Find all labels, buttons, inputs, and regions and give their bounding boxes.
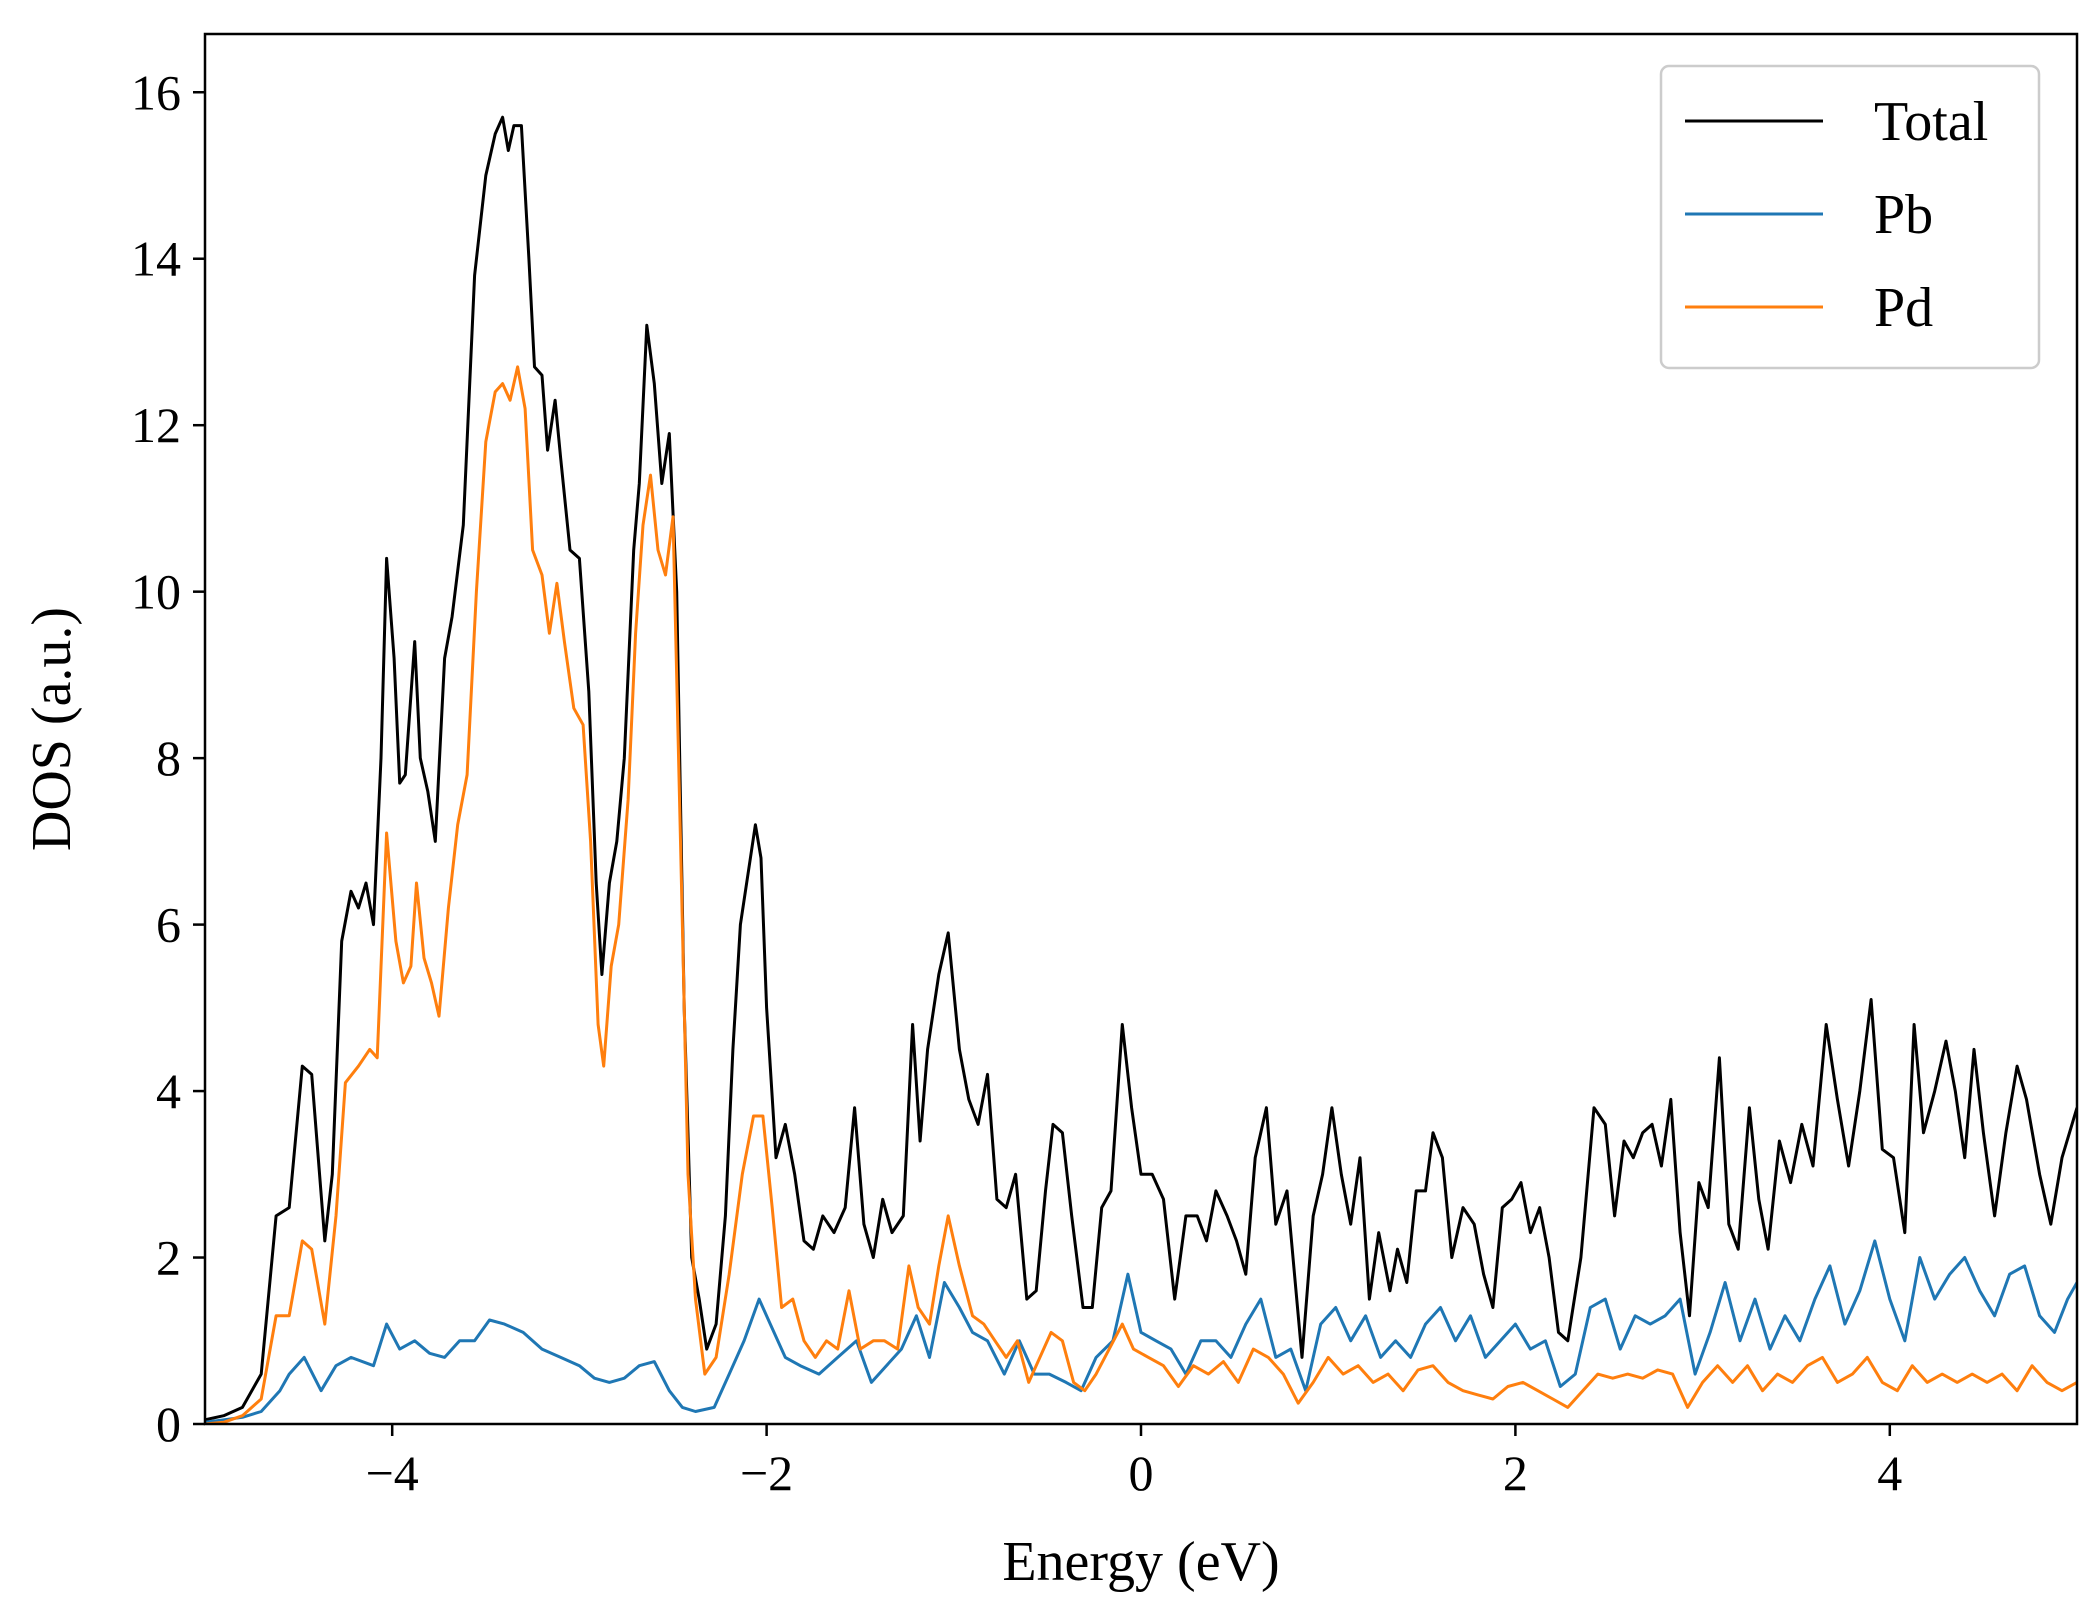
x-axis-title: Energy (eV) xyxy=(1002,1531,1279,1593)
series-layer xyxy=(205,115,2077,1424)
legend-box xyxy=(1659,64,2041,370)
y-tick-label: 8 xyxy=(156,730,181,786)
legend: Total Pb Pd xyxy=(1659,64,2041,370)
series-line-pb xyxy=(205,1239,2077,1424)
legend-label-pd: Pd xyxy=(1874,277,1933,339)
x-tick-label: 2 xyxy=(1503,1445,1528,1501)
y-tick-label: 16 xyxy=(131,64,181,120)
y-axis: 0 2 4 6 8 10 12 14 16 xyxy=(131,64,205,1452)
series-line-total xyxy=(205,115,2077,1422)
y-tick-label: 2 xyxy=(156,1230,181,1286)
y-tick-label: 6 xyxy=(156,897,181,953)
x-tick-label: 0 xyxy=(1129,1445,1154,1501)
y-tick-label: 0 xyxy=(156,1396,181,1452)
x-tick-label: −2 xyxy=(740,1445,793,1501)
series-line-pd xyxy=(205,365,2077,1424)
legend-label-total: Total xyxy=(1874,91,1988,153)
y-axis-title: DOS (a.u.) xyxy=(21,607,83,851)
x-tick-label: −4 xyxy=(366,1445,419,1501)
legend-label-pb: Pb xyxy=(1874,184,1933,246)
x-axis: −4 −2 0 2 4 xyxy=(366,1424,1902,1501)
y-tick-label: 12 xyxy=(131,397,181,453)
y-tick-label: 4 xyxy=(156,1063,181,1119)
y-tick-label: 14 xyxy=(131,231,181,287)
x-tick-label: 4 xyxy=(1877,1445,1902,1501)
y-tick-label: 10 xyxy=(131,564,181,620)
